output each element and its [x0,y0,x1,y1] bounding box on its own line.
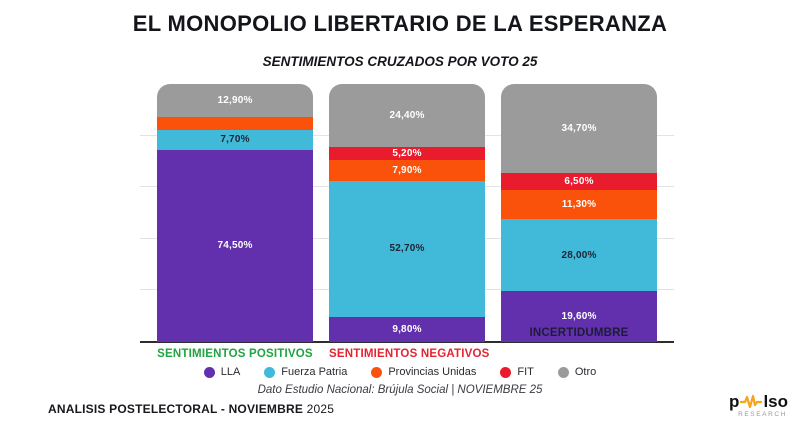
legend-label: LLA [220,366,241,378]
segment-lla: 74,50% [157,149,313,342]
bar-stack: 24,40% 5,20% 7,90% 52,70% 9,80% [329,84,485,342]
bar-column-sentimientos-negativos: 24,40% 5,20% 7,90% 52,70% 9,80% SENTIMIENTOS … [329,84,489,360]
bars-container: 12,90% 7,70% 74,50% SENTIMIENTOS POSITIVOS 2… [140,84,674,360]
category-label-sentimientos-negativos: SENTIMIENTOS NEGATIVOS [329,348,490,360]
pulse-waveform-icon [740,394,763,408]
segment-fit: 5,20% [329,146,485,161]
segment-value-label: 19,60% [561,311,597,323]
legend-item-otro: Otro [557,366,597,378]
segment-provincias-unidas [157,117,313,130]
segment-lla: 19,60% [501,291,657,342]
legend-dot-provincias-unidas [371,366,383,378]
segment-value-label: 34,70% [561,123,597,135]
segment-provincias-unidas: 7,90% [329,160,485,181]
segment-lla: 9,80% [329,316,485,342]
category-label-incertidumbre: INCERTIDUMBRE [529,327,629,339]
legend-dot-otro [557,366,569,378]
segment-value-label: 52,70% [389,243,425,255]
chart-plot-area: 12,90% 7,70% 74,50% SENTIMIENTOS POSITIVOS 2… [140,84,674,360]
page-title: EL MONOPOLIO LIBERTARIO DE LA ESPERANZA [132,11,668,36]
bar-column-sentimientos-positivos: 12,90% 7,70% 74,50% SENTIMIENTOS POSITIVOS [157,84,313,360]
segment-value-label: 7,70% [220,134,250,146]
legend-label: Fuerza Patria [281,366,348,378]
segment-value-label: 7,90% [392,165,422,177]
segment-value-label: 12,90% [217,95,253,107]
segment-value-label: 24,40% [389,109,425,121]
logo-wordmark: p lso [729,393,788,410]
legend-item-fuerza-patria: Fuerza Patria [264,366,347,378]
legend-dot-fuerza-patria [264,366,276,378]
segment-fuerza-patria: 28,00% [501,219,657,292]
x-axis-baseline [140,341,674,343]
segment-value-label: 6,50% [564,176,594,188]
segment-fuerza-patria: 7,70% [157,129,313,150]
logo-text-p: p [729,392,740,411]
legend-dot-lla [203,366,215,378]
legend-label: Provincias Unidas [388,366,477,378]
segment-value-label: 11,30% [561,199,597,211]
legend-item-lla: LLA [203,366,241,378]
footer-analysis-label: ANALISIS POSTELECTORAL - NOVIEMBRE 2025 [48,402,334,416]
source-note: Dato Estudio Nacional: Brújula Social | … [257,384,543,396]
segment-value-label: 74,50% [217,240,253,252]
category-label-sentimientos-positivos: SENTIMIENTOS POSITIVOS [157,348,313,360]
bar-column-incertidumbre: 34,70% 6,50% 11,30% 28,00% 19,60% INCERTIDUMB… [501,84,657,342]
segment-fuerza-patria: 52,70% [329,180,485,317]
pulso-research-logo: p lso RESEARCH [729,393,788,418]
segment-fit: 6,50% [501,173,657,191]
footer-bold-text: ANALISIS POSTELECTORAL - NOVIEMBRE [48,402,304,416]
segment-provincias-unidas: 11,30% [501,190,657,220]
chart-legend: LLA Fuerza Patria Provincias Unidas FIT Otro [0,366,800,378]
segment-otro: 34,70% [501,84,657,174]
chart-subtitle: SENTIMIENTOS CRUZADOS POR VOTO 25 [262,54,538,69]
footer-year-text: 2025 [306,402,335,416]
segment-value-label: 9,80% [392,323,422,335]
legend-item-provincias-unidas: Provincias Unidas [371,366,476,378]
legend-label: Otro [574,366,597,378]
bar-stack: 34,70% 6,50% 11,30% 28,00% 19,60% [501,84,657,342]
segment-otro: 12,90% [157,84,313,118]
logo-subtitle: RESEARCH [738,411,787,418]
legend-label: FIT [517,366,534,378]
segment-otro: 24,40% [329,84,485,147]
legend-item-fit: FIT [500,366,534,378]
segment-value-label: 5,20% [392,148,422,160]
segment-value-label: 28,00% [561,249,597,261]
bar-stack: 12,90% 7,70% 74,50% [157,84,313,342]
legend-dot-fit [500,366,512,378]
logo-text-lso: lso [763,392,788,411]
